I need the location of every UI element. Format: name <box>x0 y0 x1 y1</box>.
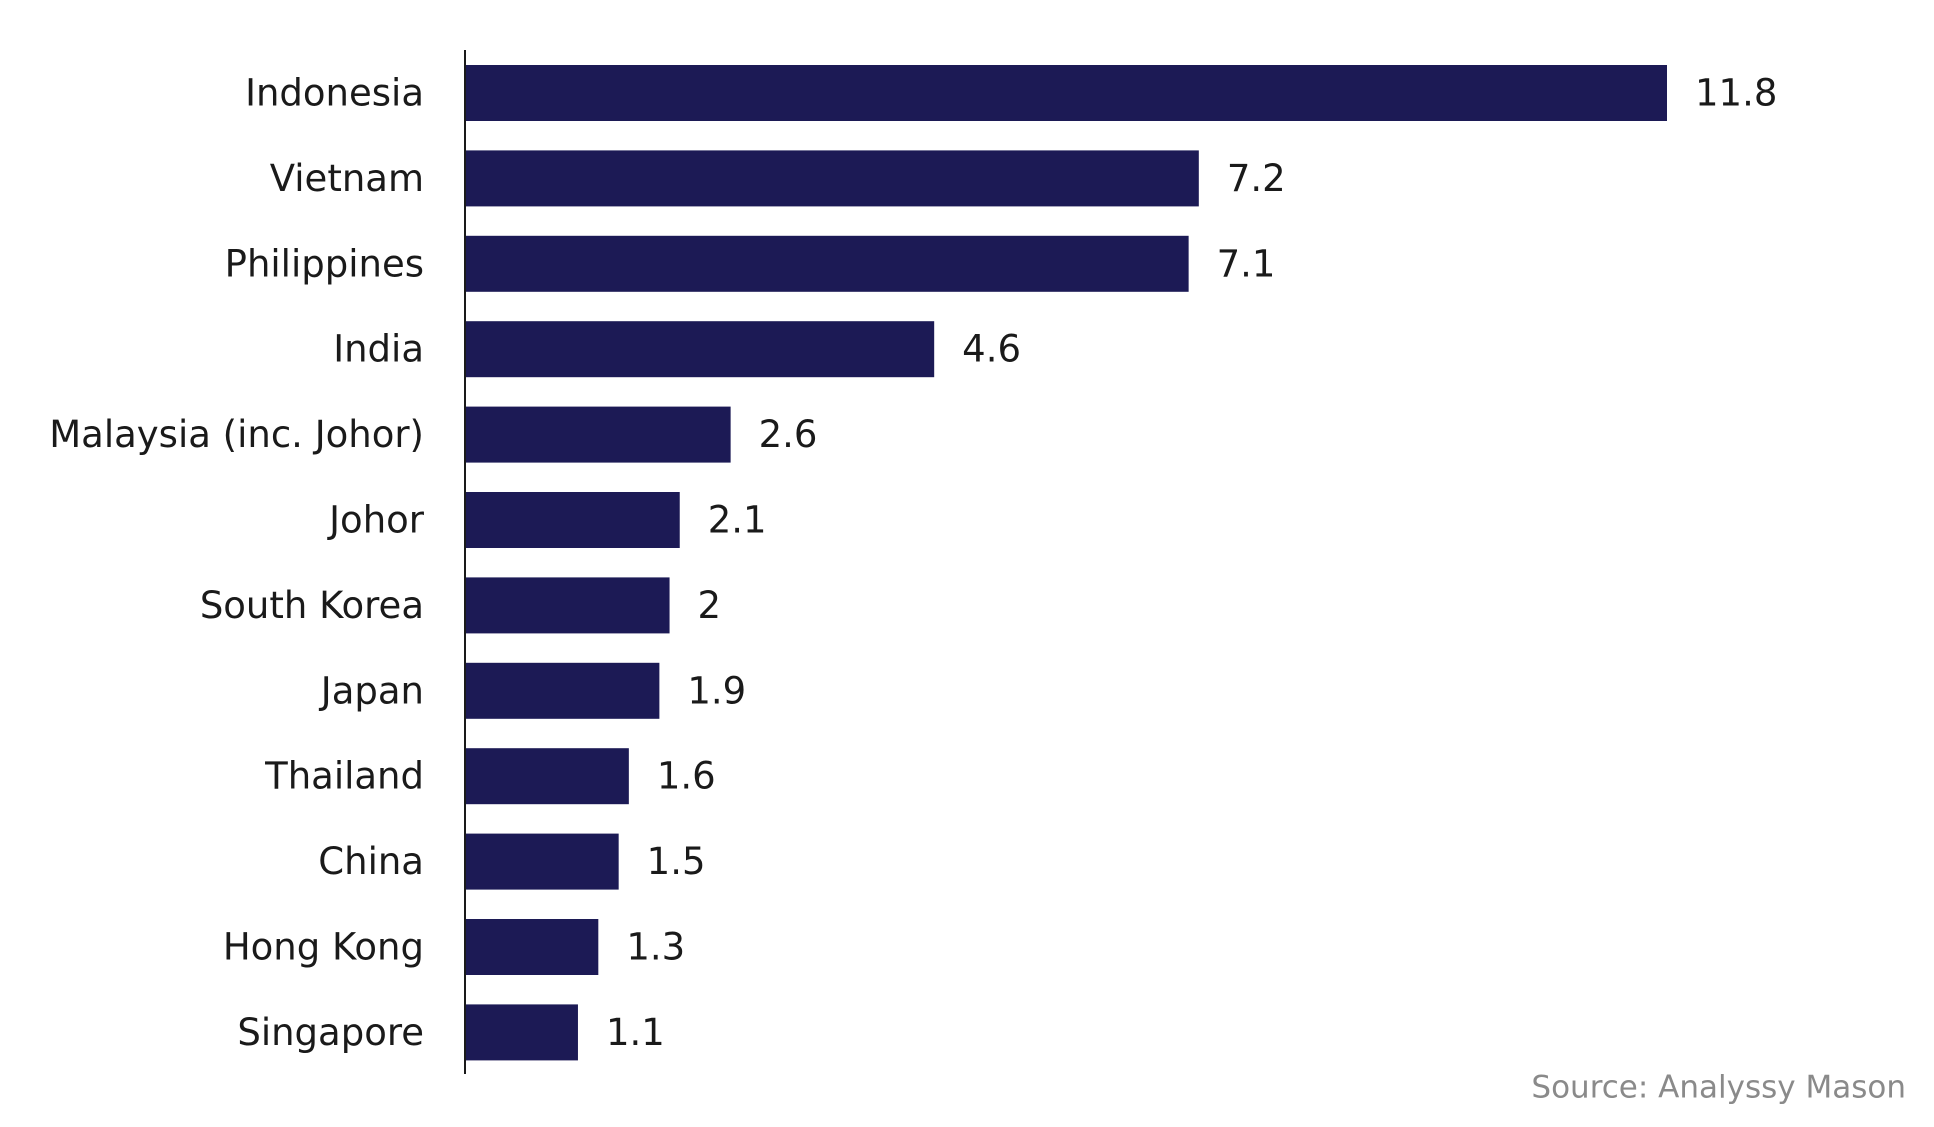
bar <box>466 577 670 634</box>
category-label: Philippines <box>225 242 424 285</box>
value-label: 1.6 <box>657 755 716 798</box>
value-label: 4.6 <box>962 328 1021 371</box>
category-label: Johor <box>327 499 425 542</box>
bar <box>466 321 935 378</box>
category-label: Thailand <box>264 755 424 798</box>
bar <box>466 235 1189 292</box>
category-label: Hong Kong <box>223 926 424 969</box>
value-label: 1.5 <box>647 840 706 883</box>
category-label: Vietnam <box>270 157 424 200</box>
category-label: Indonesia <box>245 72 424 115</box>
bar <box>466 1004 578 1061</box>
bar <box>466 919 599 975</box>
category-label: Singapore <box>237 1011 424 1054</box>
category-label: South Korea <box>200 584 424 627</box>
value-label: 7.2 <box>1227 157 1286 200</box>
value-label: 2 <box>698 584 722 627</box>
value-label: 2.1 <box>708 499 767 542</box>
value-label: 1.9 <box>687 669 746 712</box>
category-label: China <box>318 840 424 883</box>
bar <box>466 662 660 719</box>
bar <box>466 65 1667 121</box>
bar <box>466 492 680 548</box>
bar <box>466 833 619 890</box>
bar <box>466 150 1199 207</box>
value-label: 2.6 <box>759 413 818 456</box>
value-label: 1.1 <box>606 1011 665 1054</box>
source-note: Source: Analyssy Mason <box>1531 1070 1906 1106</box>
category-label: Japan <box>319 669 424 712</box>
bar <box>466 406 731 463</box>
value-label: 11.8 <box>1695 72 1777 115</box>
value-label: 1.3 <box>626 926 685 969</box>
bar <box>466 748 629 805</box>
value-label: 7.1 <box>1217 242 1276 285</box>
category-label: Malaysia (inc. Johor) <box>49 413 424 456</box>
category-label: India <box>333 328 424 371</box>
